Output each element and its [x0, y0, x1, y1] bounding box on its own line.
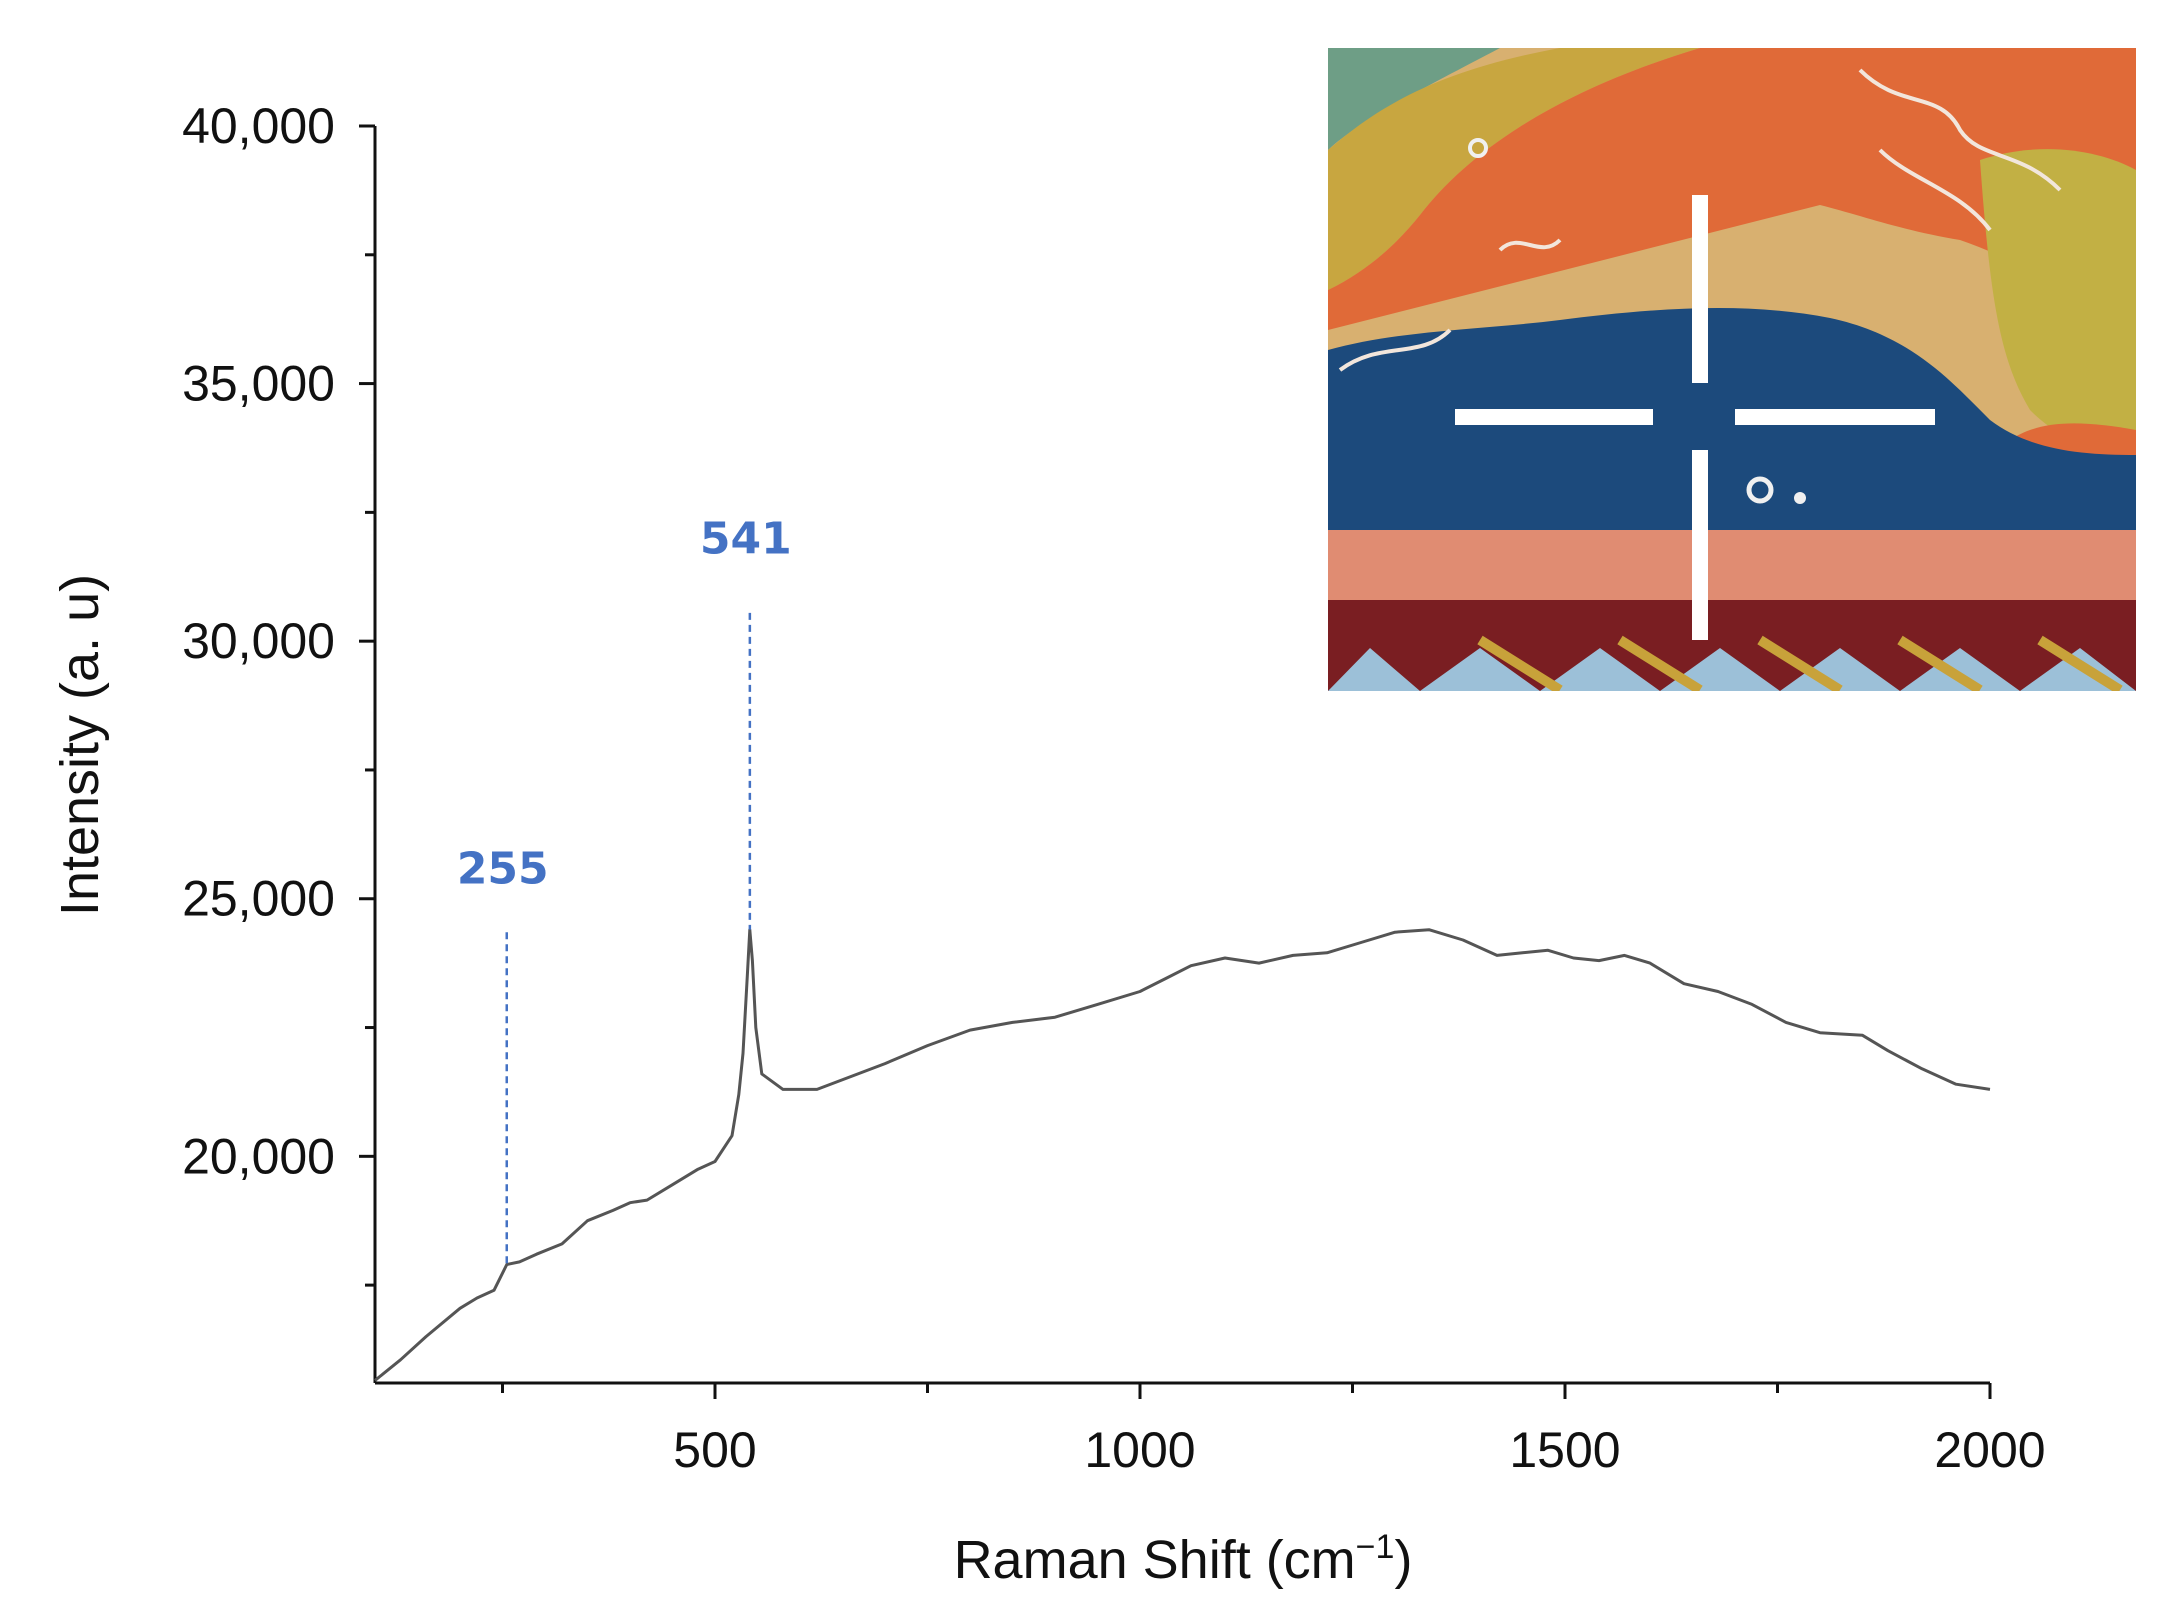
x-tick-label: 500 [673, 1422, 756, 1478]
x-tick-label: 1500 [1509, 1422, 1620, 1478]
x-axis-title-close: ) [1394, 1530, 1412, 1590]
y-tick-label: 40,000 [182, 98, 335, 154]
y-tick-label: 30,000 [182, 613, 335, 669]
x-axis-title-superscript: −1 [1356, 1528, 1395, 1566]
x-axis-title: Raman Shift (cm−1) [954, 1528, 1413, 1590]
x-tick-label: 2000 [1934, 1422, 2045, 1478]
axes [373, 126, 1990, 1385]
y-tick-label: 20,000 [182, 1128, 335, 1184]
y-tick-label: 25,000 [182, 871, 335, 927]
peak-label: 541 [700, 514, 792, 565]
y-axis-title: Intensity (a. u) [50, 574, 110, 916]
peak-annotations: 255 541 [457, 514, 792, 1265]
x-tick-label: 1000 [1084, 1422, 1195, 1478]
peak-label: 255 [457, 843, 549, 894]
y-ticks: 20,000 25,000 30,000 35,000 40,000 [182, 98, 375, 1287]
y-tick-label: 35,000 [182, 356, 335, 412]
inset-photo [1328, 48, 2136, 691]
x-ticks: 500 1000 1500 2000 [501, 1383, 2046, 1478]
x-axis-title-main: Raman Shift (cm [954, 1530, 1356, 1590]
spectrum-line [374, 928, 1991, 1382]
